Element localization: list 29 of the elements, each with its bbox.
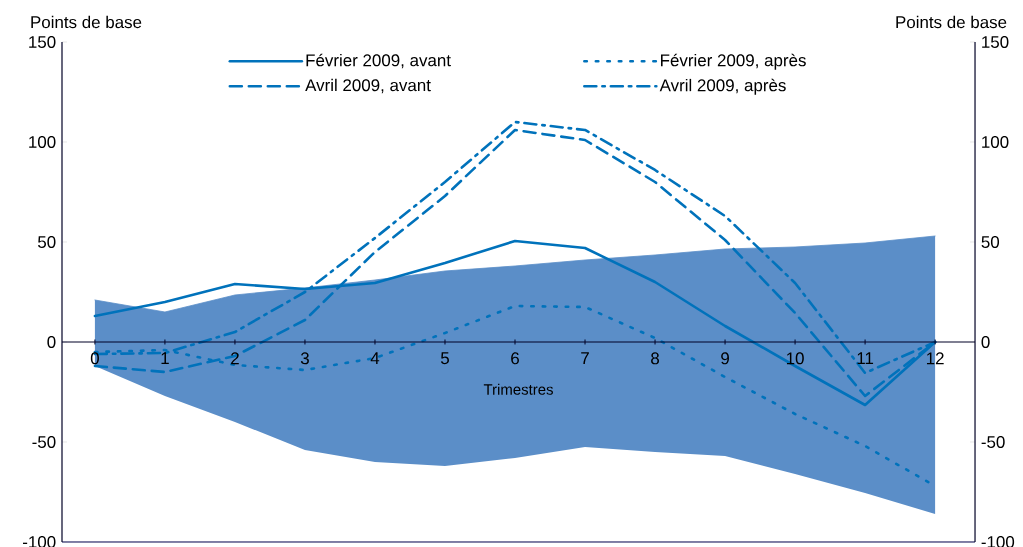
y2-axis-title: Points de base (896, 15, 1007, 29)
legend-label: Février 2009, avant (306, 53, 451, 69)
y-tick-label: 100 (29, 136, 56, 148)
y2-tick-label: 0 (981, 336, 990, 348)
x-axis-title: Trimestres (483, 383, 553, 395)
y-tick-label: 0 (47, 336, 56, 348)
x-tick-label: 5 (440, 352, 449, 365)
x-tick-label: 6 (511, 352, 519, 365)
y2-tick-label: 50 (981, 236, 1000, 248)
x-tick-label: 3 (300, 352, 309, 365)
legend-label: Avril 2009, après (659, 78, 786, 95)
y-tick-label: -50 (32, 436, 56, 448)
legend-label: Avril 2009, avant (305, 78, 431, 94)
y-axis-title: Points de base (31, 15, 142, 29)
y2-tick-label: -50 (981, 436, 1005, 448)
y-tick-label: 50 (37, 236, 56, 248)
x-tick-label: 1 (161, 352, 169, 364)
x-tick-label: 10 (786, 352, 804, 365)
y2-tick-label: 150 (982, 36, 1009, 48)
legend-label: Février 2009, après (661, 53, 806, 70)
x-tick-label: 4 (370, 352, 380, 364)
x-tick-label: 8 (651, 352, 660, 365)
x-tick-label: 9 (721, 352, 729, 365)
x-tick-label: 2 (231, 352, 239, 365)
y-tick-label: 150 (29, 36, 56, 48)
y2-tick-label: 100 (982, 136, 1009, 148)
x-tick-label: 7 (581, 352, 589, 364)
x-tick-label: 0 (90, 352, 99, 365)
x-tick-label: 11 (857, 352, 874, 364)
